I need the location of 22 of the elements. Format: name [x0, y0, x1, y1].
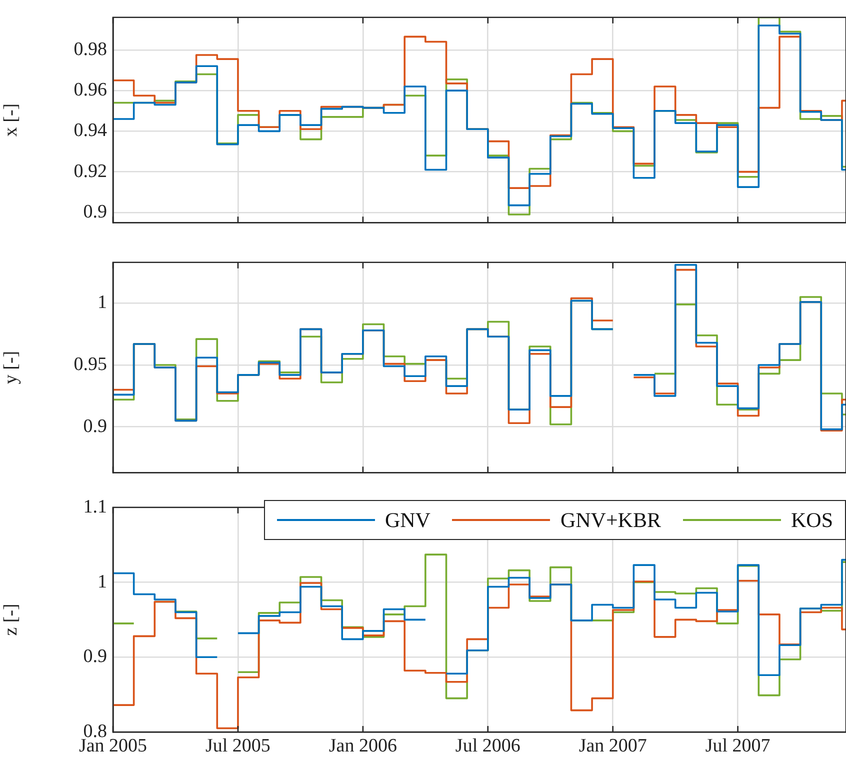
- y-axis-title: x [-]: [0, 103, 22, 137]
- y-tick-label: 0.94: [74, 120, 108, 142]
- legend-label: GNV: [384, 508, 430, 532]
- y-tick-label: 0.92: [74, 160, 107, 182]
- x-tick-label: Jan 2006: [328, 735, 397, 756]
- y-tick-label: 1.1: [83, 496, 107, 518]
- y-axis-title: y [-]: [0, 350, 22, 384]
- x-tick-label: Jan 2007: [578, 735, 647, 756]
- y-tick-label: 0.9: [83, 416, 107, 437]
- x-tick-label: Jul 2007: [705, 735, 770, 756]
- y-tick-label: 0.9: [83, 646, 107, 668]
- y-tick-label: 0.95: [74, 354, 107, 376]
- y-tick-label: 0.9: [83, 201, 107, 222]
- y-tick-label: 0.96: [74, 80, 107, 101]
- y-tick-label: 0.98: [74, 38, 107, 60]
- y-axis-title: z [-]: [0, 604, 22, 636]
- x-tick-label: Jul 2006: [455, 735, 520, 756]
- y-tick-label: 1: [98, 292, 107, 314]
- y-tick-label: 1: [98, 571, 107, 592]
- x-tick-label: Jul 2005: [205, 735, 270, 756]
- legend-label: KOS: [790, 508, 833, 532]
- legend-label: GNV+KBR: [560, 508, 661, 532]
